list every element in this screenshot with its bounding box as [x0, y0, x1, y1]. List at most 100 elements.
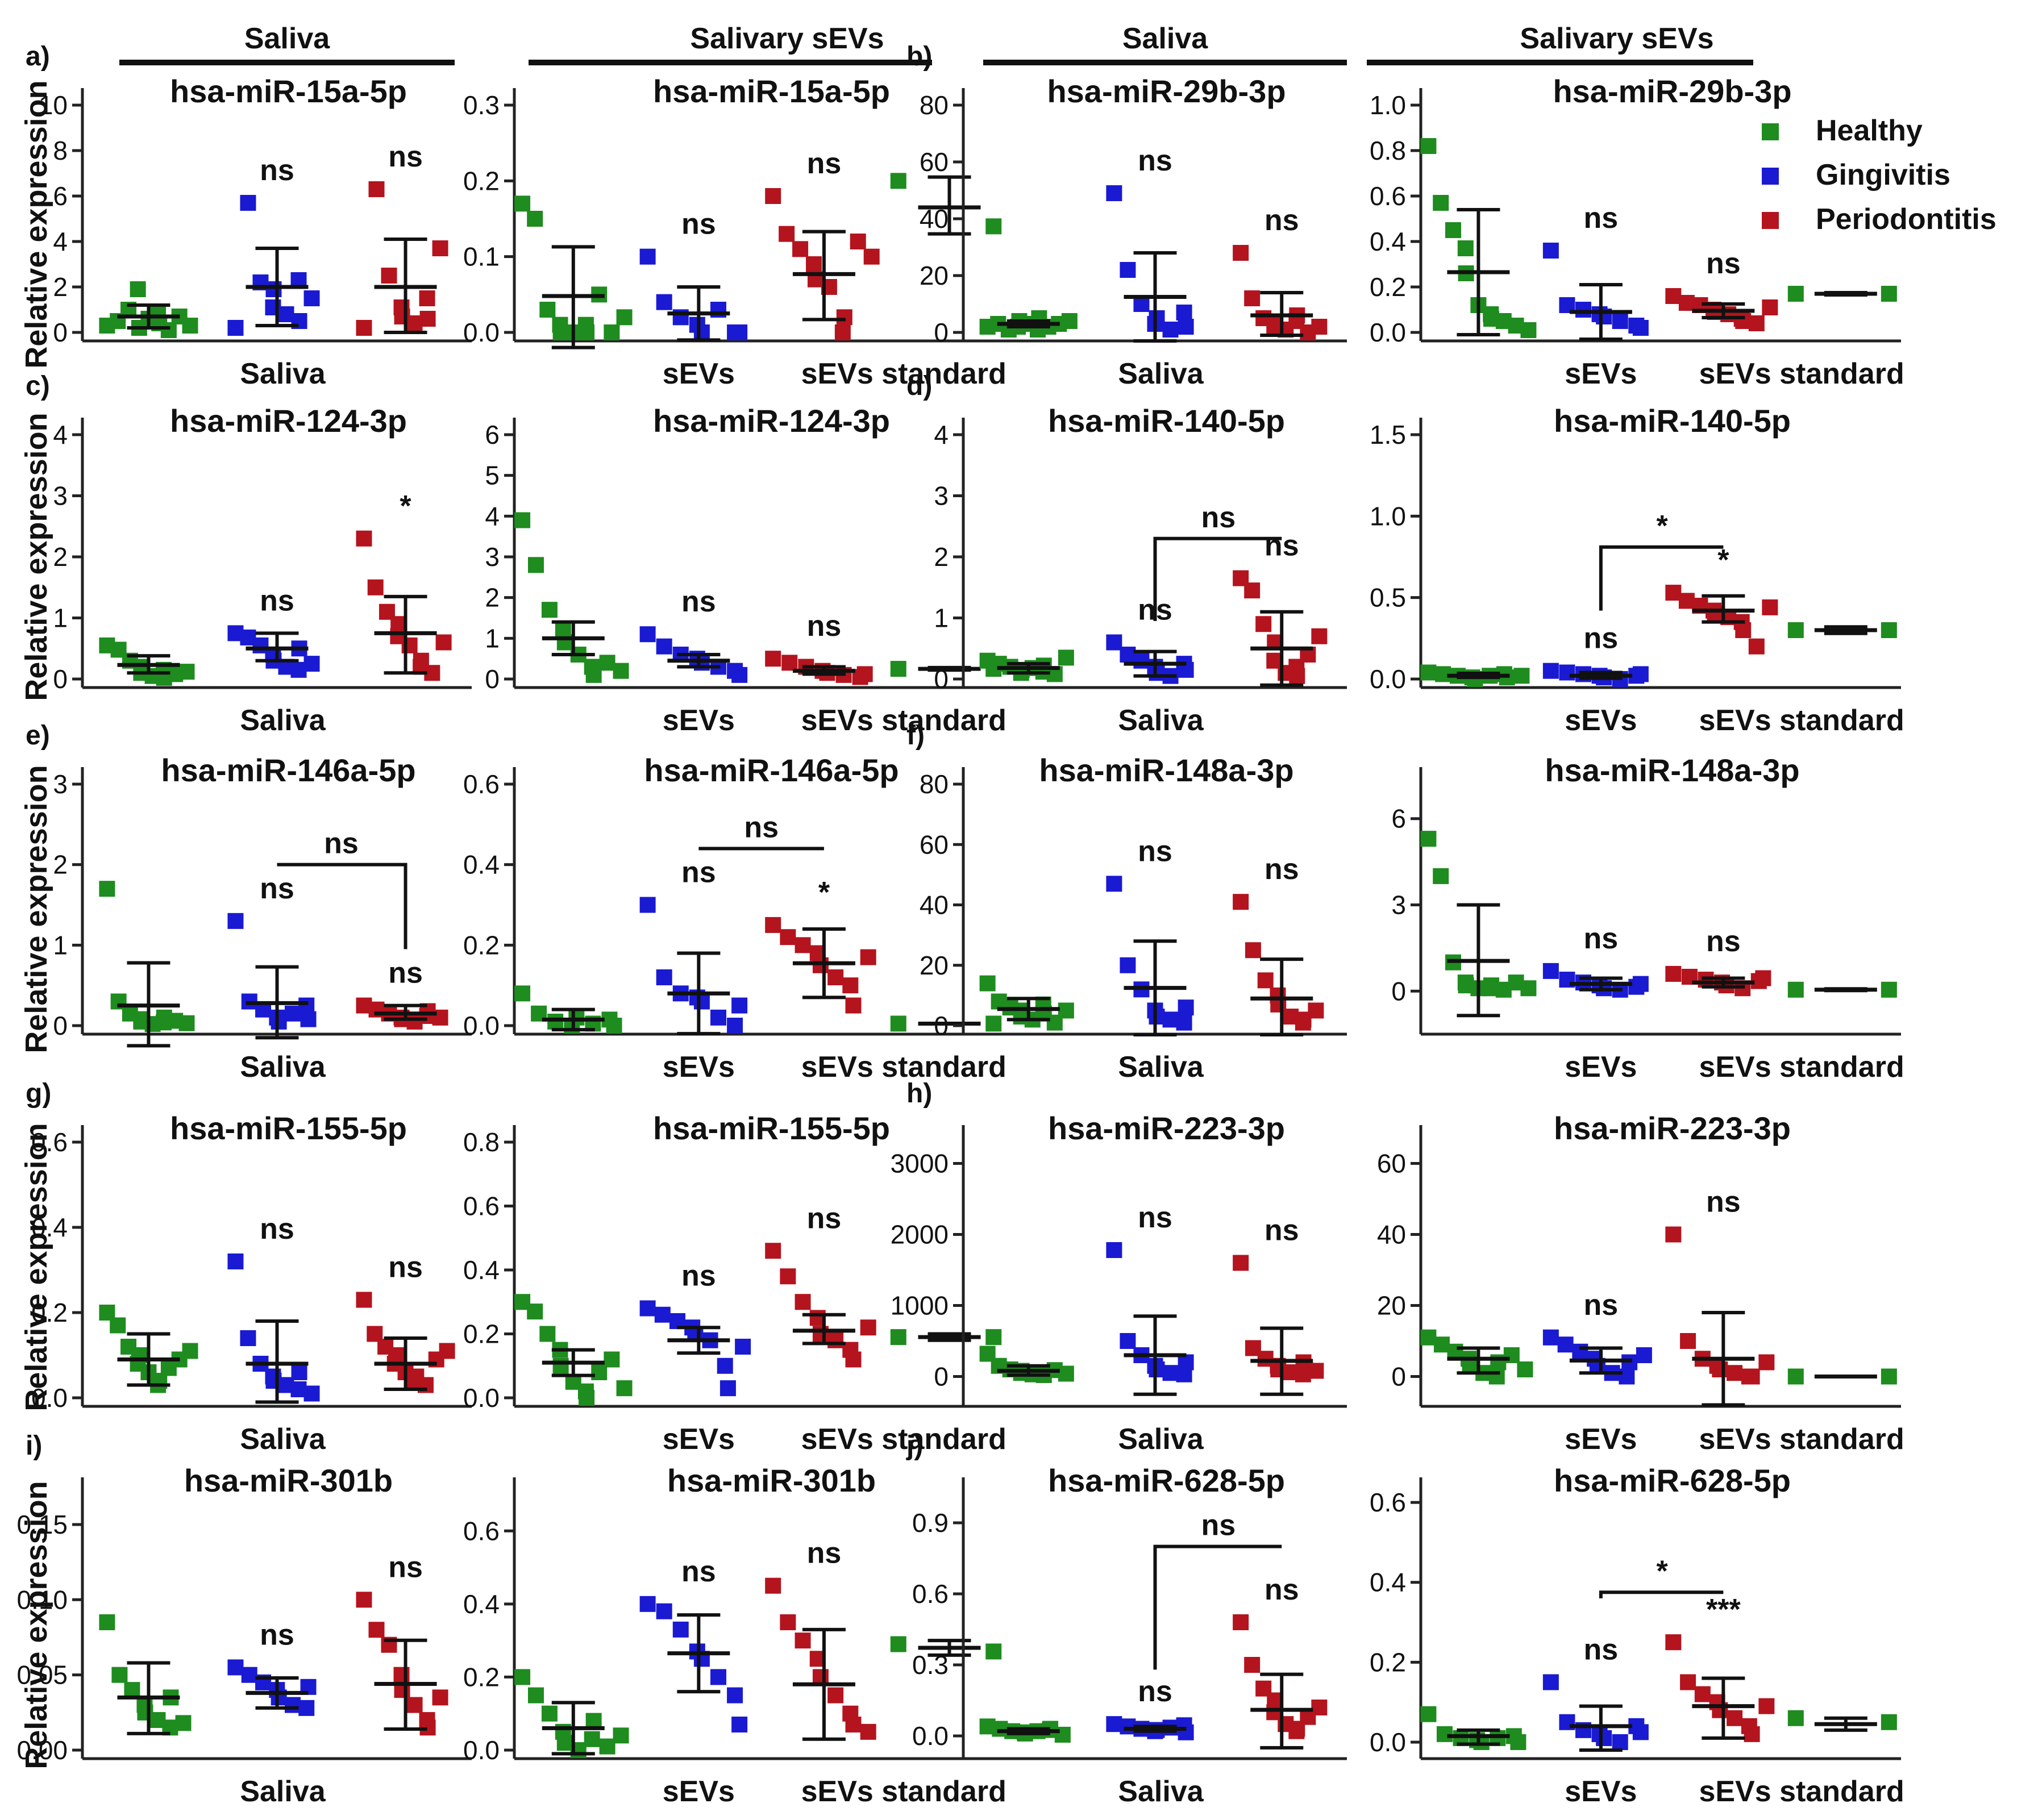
- y-tick-label: 0.00: [16, 1735, 68, 1765]
- data-point: [1755, 970, 1771, 986]
- data-point: [604, 324, 620, 340]
- panel-letter: e): [26, 720, 50, 751]
- y-tick-label: 0.2: [1370, 1647, 1406, 1677]
- data-point: [1149, 1009, 1165, 1025]
- data-point: [780, 929, 796, 946]
- data-point: [1244, 1657, 1261, 1673]
- data-point: [639, 897, 656, 913]
- data-point: [303, 1385, 320, 1402]
- y-tick-label: 0.1: [463, 242, 500, 272]
- data-point: [795, 937, 811, 953]
- data-point: [731, 1717, 748, 1732]
- data-point: [419, 311, 436, 327]
- data-point: [1120, 1718, 1136, 1735]
- data-point: [1678, 295, 1695, 311]
- panel-13: 0.0 0.2 0.4 0.6 hsa-miR-155-5p g) Saliva ns ns: [26, 1078, 472, 1456]
- data-point: [1308, 1363, 1324, 1379]
- y-tick-label: 40: [920, 890, 949, 920]
- data-point: [1520, 322, 1537, 338]
- data-point: [1420, 1329, 1437, 1346]
- legend-label: Gingivitis: [1816, 159, 1950, 191]
- data-point: [1257, 972, 1274, 989]
- y-tick-label: 6: [485, 420, 500, 449]
- significance-label: ns: [1138, 1201, 1172, 1234]
- data-point: [890, 173, 906, 189]
- data-point: [812, 1326, 829, 1342]
- y-tick-label: 4: [53, 420, 68, 449]
- panel-20: 0.0 0.2 0.4 0.6 hsa-miR-628-5p sEVs sEVs stand…: [1370, 1463, 1904, 1808]
- panel-letter: h): [906, 1078, 932, 1109]
- data-point: [639, 1596, 656, 1612]
- data-point: [985, 1015, 1002, 1032]
- significance-label: ns: [1584, 202, 1619, 235]
- panel-4: 0.0 0.2 0.4 0.6 0.8 1.0 hsa-miR-29b-3p sEVs sEVs…: [1370, 73, 1904, 390]
- data-point: [1288, 1723, 1305, 1739]
- data-point: [1233, 245, 1249, 261]
- data-point: [845, 997, 862, 1014]
- significance-label: ns: [388, 957, 423, 990]
- data-point: [806, 256, 822, 272]
- data-point: [1058, 1365, 1074, 1382]
- significance-label: ns: [1584, 922, 1619, 955]
- panel-letter: d): [906, 371, 932, 401]
- data-point: [1061, 313, 1078, 329]
- data-point: [1727, 1710, 1743, 1726]
- data-point: [99, 1614, 115, 1630]
- y-tick-label: 0.8: [463, 1127, 500, 1157]
- data-point: [175, 1715, 192, 1731]
- significance-label: ns: [681, 856, 716, 889]
- data-point: [1106, 876, 1122, 892]
- data-point: [985, 1329, 1002, 1346]
- data-point: [1106, 1716, 1122, 1732]
- data-point: [1787, 622, 1804, 638]
- x-label: sEVs: [1565, 1051, 1637, 1084]
- group-header: Salivary sEVs: [690, 22, 884, 55]
- y-tick-label: 0.05: [16, 1660, 68, 1690]
- legend-swatch: [1762, 123, 1779, 140]
- panel-5: 0 1 2 3 4 hsa-miR-124-3p c) Saliva ns *: [26, 371, 472, 737]
- data-point: [368, 181, 385, 197]
- comparison-bracket: [1599, 1590, 1724, 1598]
- y-tick-label: 60: [920, 147, 949, 177]
- data-point: [1762, 299, 1778, 315]
- y-tick-label: 0.4: [1370, 1568, 1406, 1597]
- bracket-label: *: [1656, 510, 1668, 543]
- data-point: [1149, 665, 1165, 681]
- data-point: [227, 1659, 244, 1676]
- data-point: [779, 226, 795, 242]
- y-tick-label: 0.6: [463, 1516, 500, 1546]
- data-point: [1162, 322, 1179, 338]
- data-point: [890, 661, 906, 677]
- y-tick-label: 0: [485, 664, 500, 694]
- y-tick-label: 4: [53, 227, 68, 256]
- y-tick-label: 6: [53, 181, 68, 211]
- x-label: sEVs: [663, 704, 735, 737]
- y-tick-label: 2: [53, 850, 68, 880]
- panel-letter: f): [906, 720, 925, 751]
- y-tick-label: 1: [934, 603, 949, 633]
- data-point: [1748, 315, 1765, 331]
- data-point: [863, 248, 880, 265]
- y-tick-label: 2000: [891, 1220, 949, 1250]
- y-tick-label: 0.3: [463, 90, 500, 120]
- data-point: [1727, 1365, 1743, 1381]
- significance-label: ns: [1265, 853, 1299, 886]
- panel-title: hsa-miR-146a-5p: [161, 752, 415, 788]
- data-point: [1680, 1674, 1696, 1690]
- data-point: [552, 1357, 569, 1374]
- y-tick-label: 6: [1391, 804, 1406, 834]
- data-point: [731, 667, 748, 683]
- x-label: Saliva: [1118, 357, 1204, 390]
- y-tick-label: 3: [934, 481, 949, 511]
- data-point: [1881, 286, 1897, 302]
- y-tick-label: 20: [1377, 1291, 1406, 1321]
- data-point: [860, 1723, 876, 1740]
- panel-title: hsa-miR-301b: [184, 1463, 393, 1498]
- data-point: [616, 309, 633, 326]
- data-point: [1308, 1002, 1324, 1019]
- group-header: Salivary sEVs: [1520, 22, 1713, 55]
- x-label-standard: sEVs standard: [801, 704, 1006, 737]
- legend-label: Periodontitis: [1816, 203, 1996, 236]
- data-point: [1162, 1365, 1179, 1381]
